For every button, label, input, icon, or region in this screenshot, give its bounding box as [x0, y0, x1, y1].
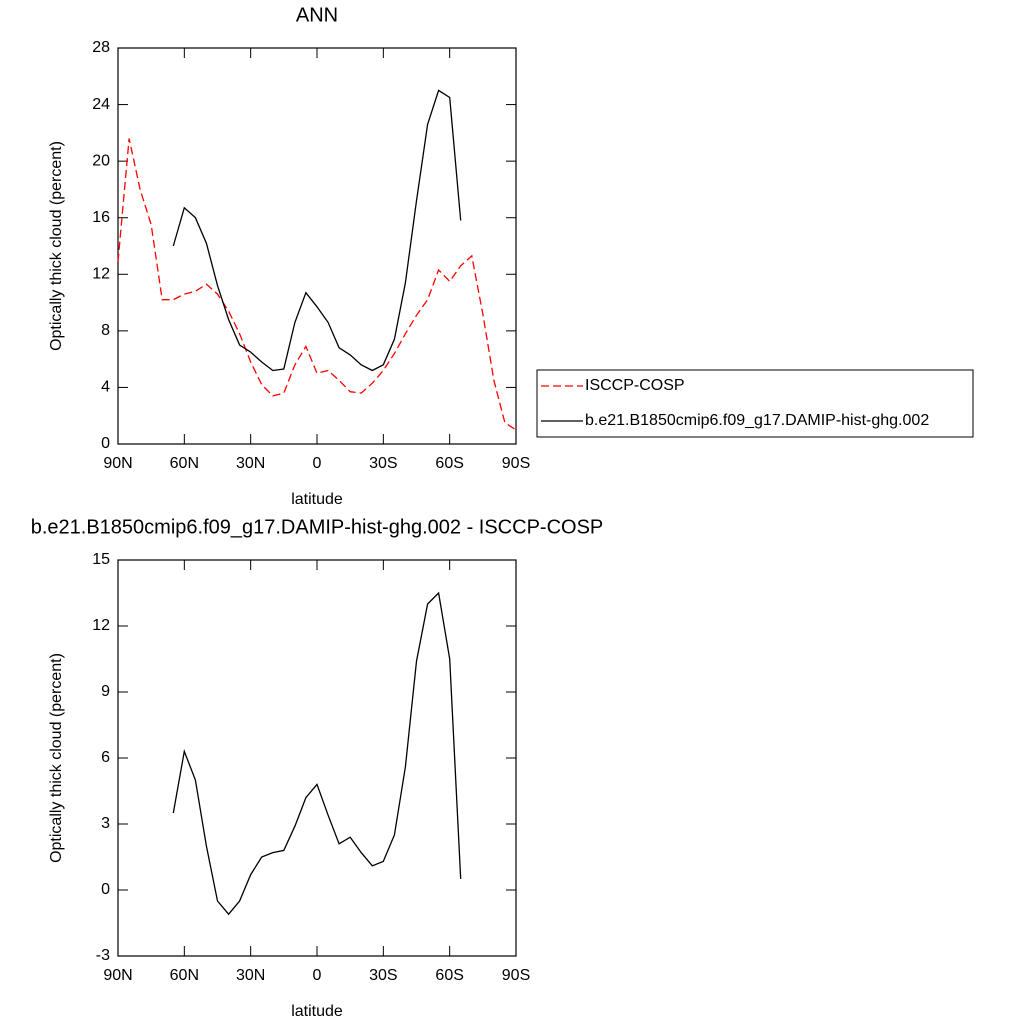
x-tick-label: 30S — [369, 455, 397, 472]
y-tick-label: 4 — [101, 379, 110, 396]
y-tick-label: -3 — [96, 947, 110, 964]
x-tick-label: 90S — [502, 967, 530, 984]
y-tick-label: 12 — [92, 617, 110, 634]
legend-label: ISCCP-COSP — [585, 377, 685, 394]
x-axis-label: latitude — [291, 491, 343, 508]
chart-title: b.e21.B1850cmip6.f09_g17.DAMIP-hist-ghg.… — [31, 516, 604, 538]
x-tick-label: 60N — [170, 455, 199, 472]
y-tick-label: 12 — [92, 266, 110, 283]
x-tick-label: 90N — [103, 967, 132, 984]
x-tick-label: 60S — [435, 967, 463, 984]
plot-frame — [117, 559, 517, 957]
x-tick-label: 0 — [313, 455, 322, 472]
y-tick-label: 8 — [101, 322, 110, 339]
plot-frame — [117, 47, 517, 445]
x-tick-label: 90S — [502, 455, 530, 472]
chart-title: ANN — [296, 4, 338, 26]
y-axis-label: Optically thick cloud (percent) — [48, 141, 65, 351]
x-tick-label: 30N — [236, 967, 265, 984]
data-line — [172, 89, 462, 372]
x-tick-label: 90N — [103, 455, 132, 472]
y-tick-label: 0 — [101, 435, 110, 452]
y-tick-label: 24 — [92, 96, 110, 113]
y-axis-label: Optically thick cloud (percent) — [48, 653, 65, 863]
x-tick-label: 60S — [435, 455, 463, 472]
legend-box — [536, 369, 974, 438]
y-tick-label: 9 — [101, 683, 110, 700]
legend-label: b.e21.B1850cmip6.f09_g17.DAMIP-hist-ghg.… — [585, 412, 929, 429]
x-tick-label: 60N — [170, 967, 199, 984]
y-tick-label: 16 — [92, 209, 110, 226]
y-tick-label: 28 — [92, 39, 110, 56]
x-tick-label: 30S — [369, 967, 397, 984]
y-tick-label: 20 — [92, 152, 110, 169]
data-line — [172, 591, 462, 916]
x-axis-label: latitude — [291, 1003, 343, 1020]
y-tick-label: 15 — [92, 551, 110, 568]
y-tick-label: 0 — [101, 881, 110, 898]
y-tick-label: 6 — [101, 749, 110, 766]
x-tick-label: 30N — [236, 455, 265, 472]
y-tick-label: 3 — [101, 815, 110, 832]
x-tick-label: 0 — [313, 967, 322, 984]
data-line — [117, 138, 517, 431]
